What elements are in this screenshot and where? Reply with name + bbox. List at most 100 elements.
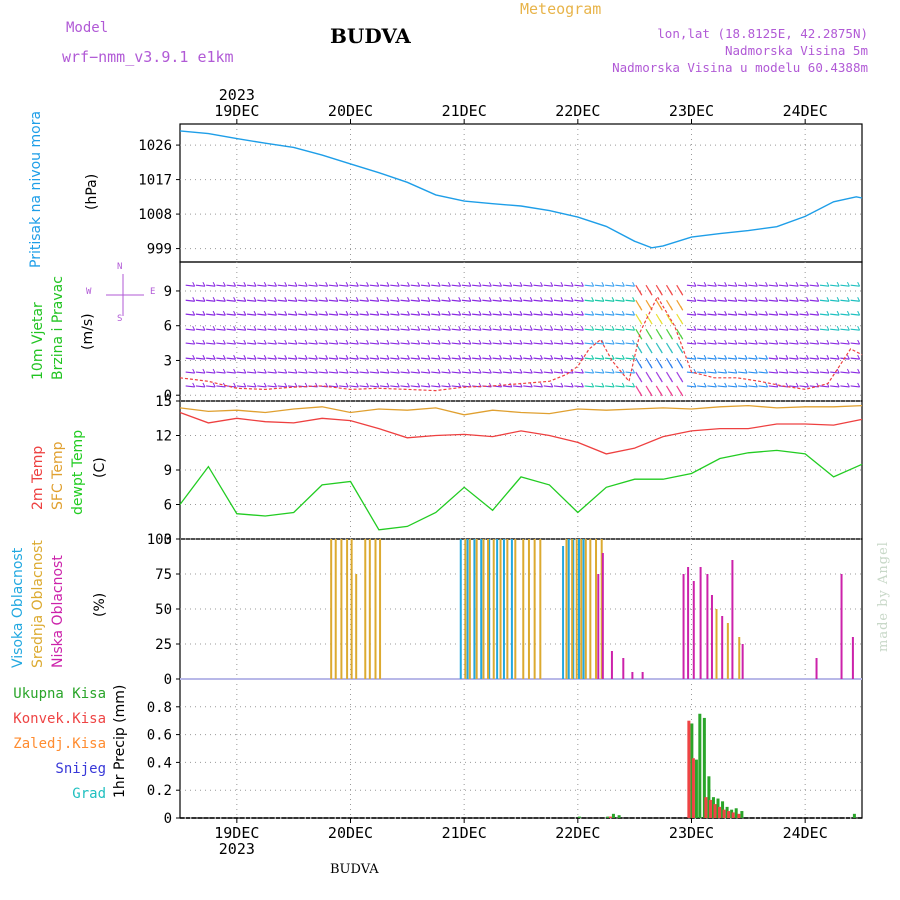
wind-barb-tick: [816, 310, 820, 316]
wind-barb: [574, 284, 584, 287]
wind-barb-tick: [212, 325, 216, 331]
wind-barb-tick: [386, 382, 390, 388]
wind-barb: [768, 371, 778, 374]
wind-barb: [451, 299, 461, 302]
precip-legend-conv: Konvek.Kisa: [13, 711, 106, 727]
wind-barb: [799, 357, 809, 360]
wind-barb-tick: [284, 382, 288, 388]
wind-barb-tick: [670, 290, 673, 296]
wind-barb-tick: [744, 354, 748, 360]
wind-barb-tick: [857, 310, 861, 316]
wind-barb-tick: [499, 325, 503, 331]
wind-barb-tick: [222, 281, 226, 287]
wind-barb-tick: [680, 348, 684, 354]
wind-barb: [707, 313, 717, 316]
wind-barb-tick: [570, 281, 574, 287]
wind-barb: [574, 328, 584, 331]
wind-barb-tick: [192, 368, 196, 374]
wind-barb: [267, 357, 277, 360]
wind-barb-tick: [591, 382, 595, 388]
wind-barb-tick: [550, 368, 554, 374]
wind-barb-tick: [713, 325, 717, 331]
wind-barb-tick: [540, 325, 543, 331]
wind-barb-tick: [304, 325, 308, 331]
y-tick-label: 12: [155, 429, 172, 445]
wind-barb: [216, 299, 226, 302]
wind-barb-tick: [836, 297, 840, 302]
wind-barb-tick: [233, 368, 237, 374]
wind-barb-tick: [407, 382, 410, 388]
wind-barb: [195, 299, 205, 302]
precip-bar: [722, 809, 726, 818]
wind-barb: [246, 385, 257, 388]
cloud-bar: [510, 539, 513, 679]
wind-barb: [339, 299, 349, 302]
wind-barb-tick: [816, 325, 820, 331]
wind-barb-tick: [639, 391, 643, 397]
wind-barb: [451, 284, 461, 287]
wind-barb-tick: [284, 297, 288, 302]
wind-barb-tick: [550, 339, 554, 345]
wind-barb: [359, 357, 369, 360]
wind-barb-tick: [795, 325, 799, 331]
wind-barb: [686, 357, 697, 360]
wind-barb-tick: [724, 297, 728, 302]
wind-barb: [195, 357, 205, 360]
wind-barb: [543, 342, 553, 345]
wind-barb-tick: [816, 281, 820, 287]
cloud-bar: [565, 539, 568, 679]
wind-barb-tick: [478, 297, 482, 302]
wind-barb: [206, 357, 216, 360]
wind-barb: [748, 342, 758, 345]
wind-barb-tick: [447, 339, 451, 345]
wind-barb: [738, 299, 748, 302]
wind-barb: [308, 313, 318, 316]
wind-barb-tick: [632, 325, 636, 331]
wind-barb-tick: [355, 339, 359, 345]
wind-barb: [850, 299, 860, 302]
wind-barb-tick: [325, 382, 329, 388]
precip-bar: [852, 813, 856, 818]
wind-barb: [339, 342, 349, 345]
wind-barb-tick: [754, 325, 758, 331]
wind-barb-tick: [192, 310, 196, 316]
wind-barb: [594, 342, 604, 345]
wind-barb: [778, 299, 789, 302]
wind-key-s: S: [117, 314, 123, 324]
wind-barb: [615, 385, 625, 388]
wind-barb-tick: [639, 290, 643, 296]
wind-barb-tick: [621, 297, 625, 302]
wind-barb-tick: [826, 297, 830, 302]
wind-barb: [451, 313, 461, 316]
wind-barb-tick: [795, 310, 799, 316]
wind-barb: [472, 357, 482, 360]
wind-barb: [492, 284, 502, 287]
wind-barb-tick: [560, 382, 564, 388]
precip-legend-snow: Snijeg: [55, 761, 106, 777]
wind-barb: [748, 357, 758, 360]
wind-barb-tick: [345, 281, 349, 287]
wind-barb-tick: [314, 354, 318, 360]
wind-barb-tick: [713, 354, 717, 360]
wind-barb: [277, 313, 287, 316]
wind-barb: [359, 299, 369, 302]
wind-barb: [512, 299, 523, 302]
wind-barb: [830, 385, 840, 388]
wind-barb-tick: [202, 382, 206, 388]
wind-barb: [451, 357, 461, 360]
wind-barb-tick: [335, 339, 339, 345]
wind-barb-tick: [202, 310, 206, 316]
wind-barb: [625, 328, 635, 331]
x-tick-label-bottom: 19DEC: [214, 824, 259, 842]
wind-barb: [420, 385, 431, 388]
wind-barb: [697, 357, 707, 360]
wind-barb: [246, 342, 257, 345]
wind-barb: [308, 284, 318, 287]
wind-barb-tick: [529, 368, 533, 374]
wind-barb-tick: [601, 339, 605, 345]
wind-barb-tick: [222, 354, 226, 360]
wind-barb-tick: [785, 281, 789, 287]
wind-barb-tick: [376, 382, 380, 388]
wind-barb-tick: [345, 368, 349, 374]
wind-barb: [768, 342, 778, 345]
